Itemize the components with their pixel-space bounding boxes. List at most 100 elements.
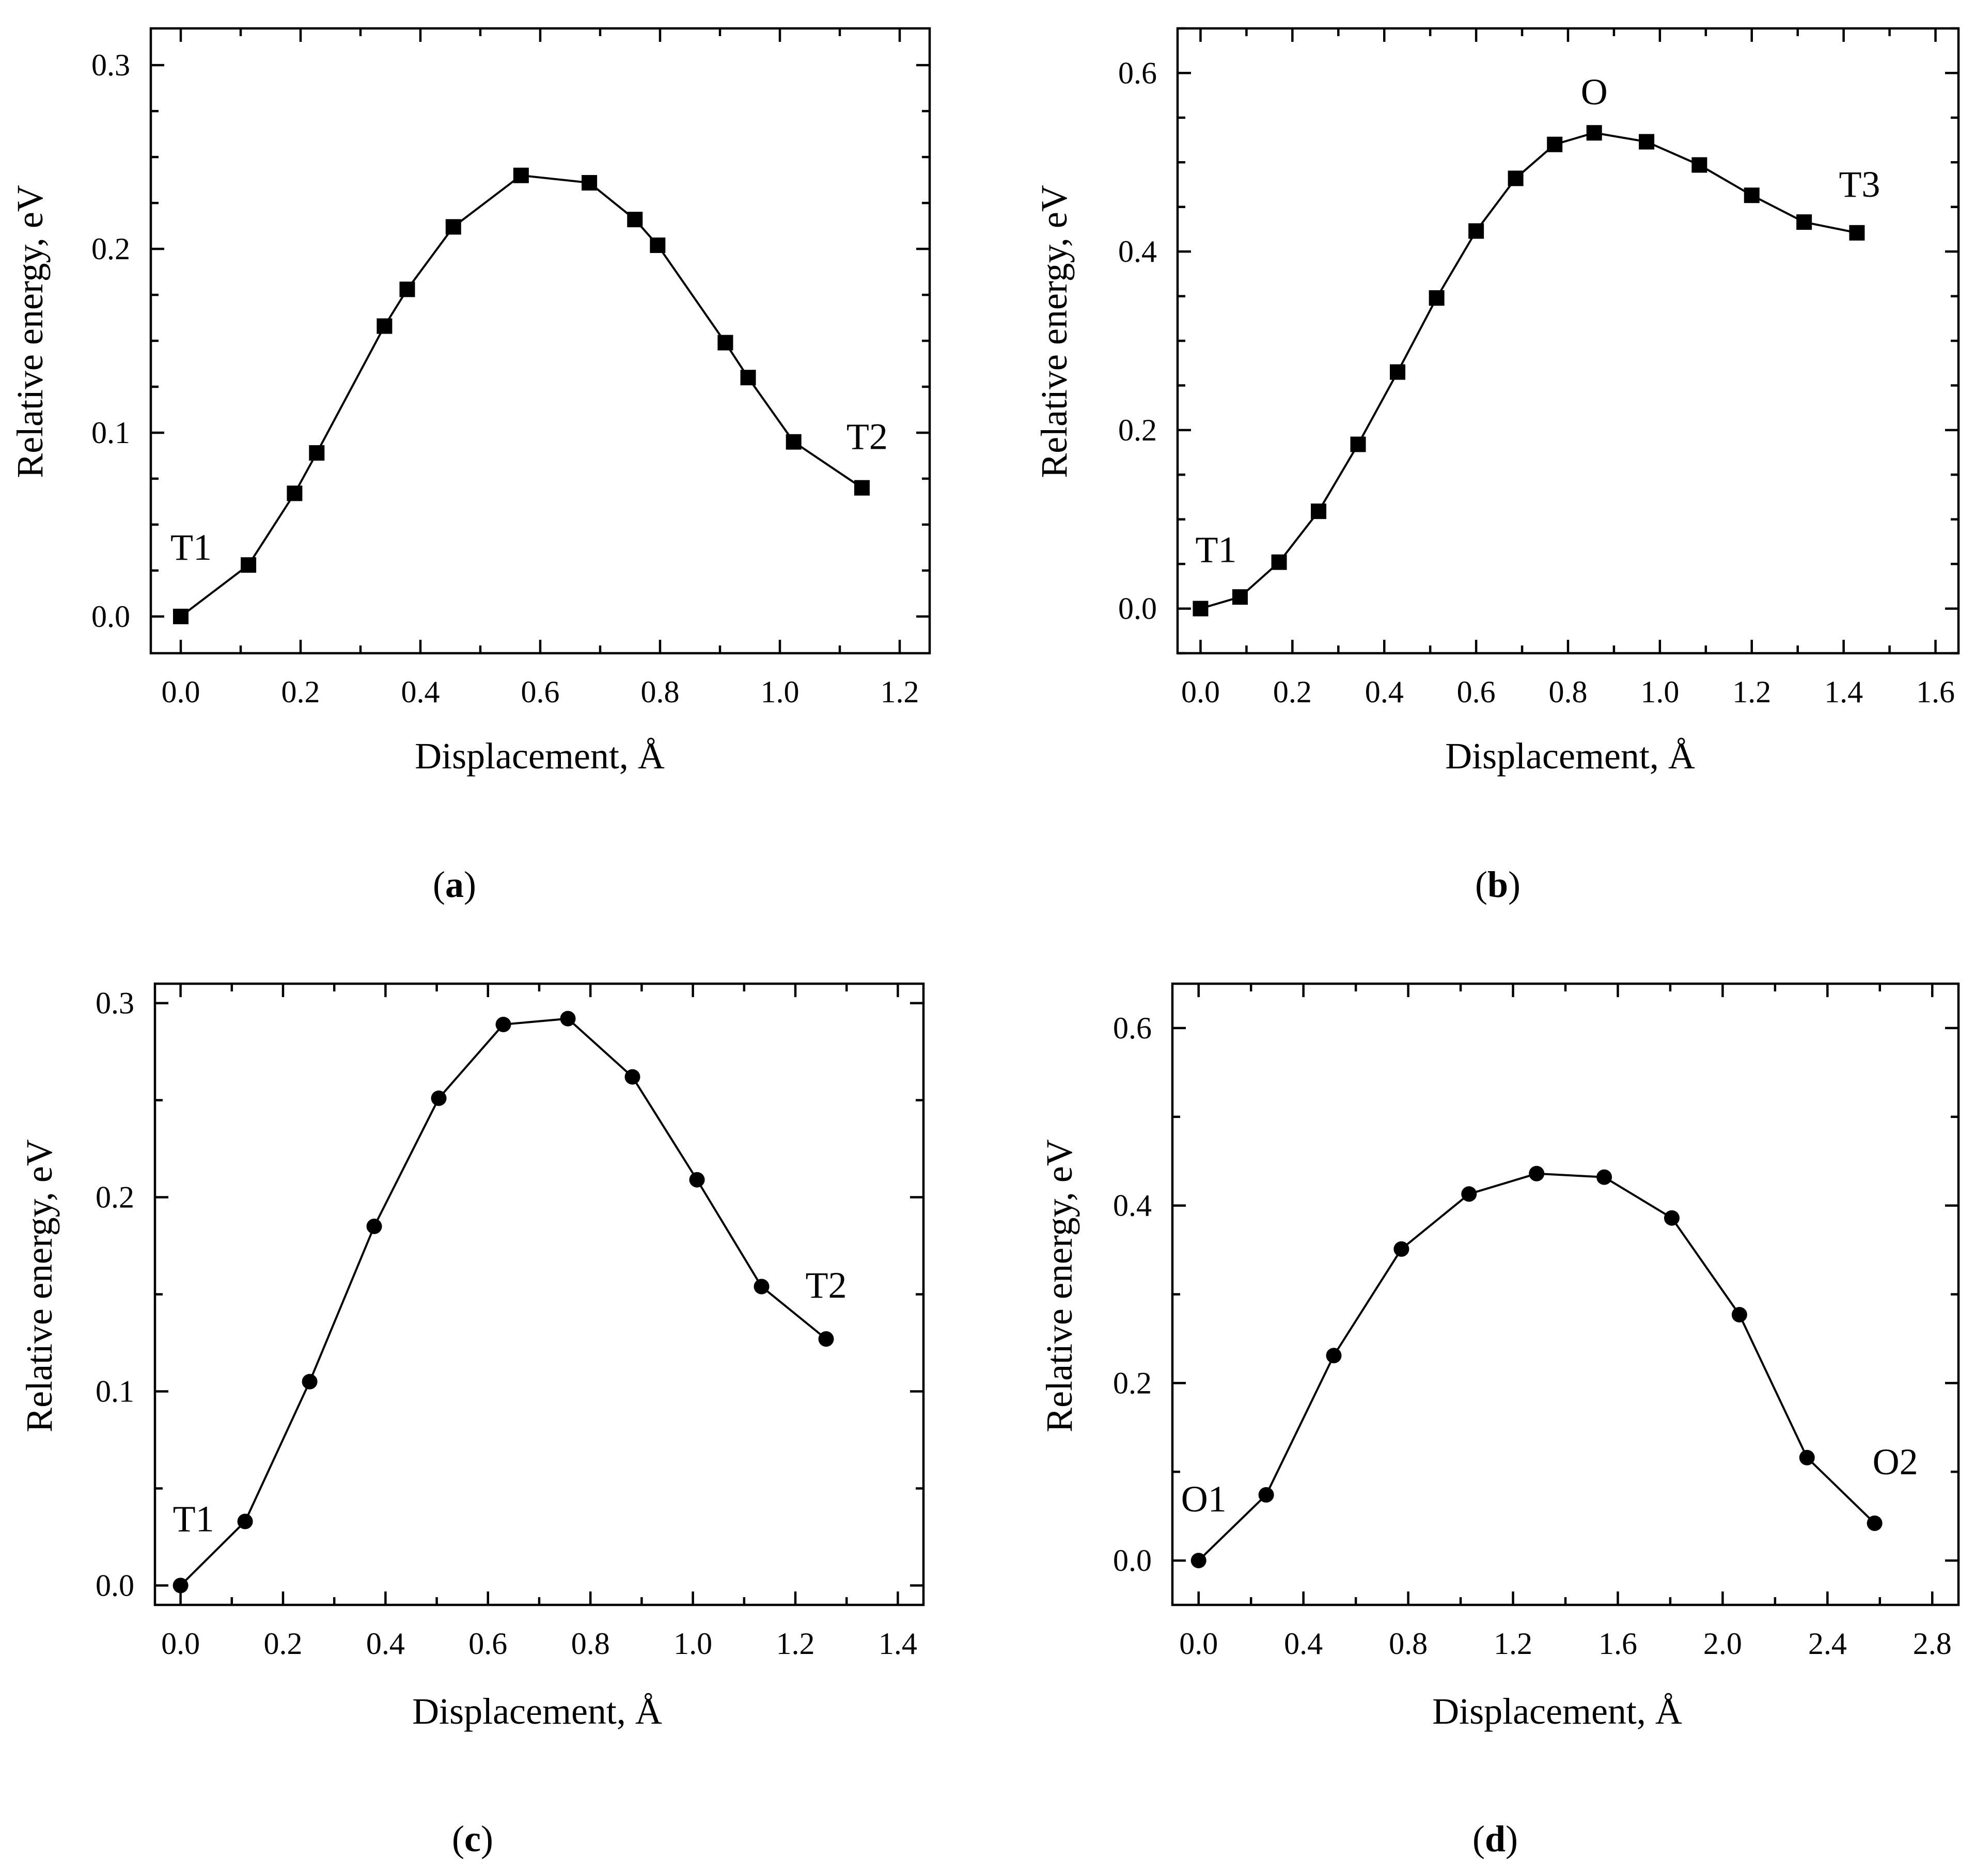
- data-point-b: [1468, 223, 1484, 239]
- data-point-b: [1232, 589, 1248, 605]
- x-tick-label-a: 0.0: [162, 675, 200, 709]
- data-point-b: [1744, 187, 1760, 203]
- x-tick-label-b: 1.0: [1640, 675, 1679, 709]
- data-point-b: [1586, 125, 1602, 141]
- data-point-b: [1311, 503, 1327, 519]
- x-tick-label-c: 0.2: [264, 1627, 303, 1661]
- data-point-b: [1691, 157, 1707, 173]
- data-point-a: [854, 480, 870, 496]
- x-tick-label-c: 0.4: [366, 1627, 405, 1661]
- plot-area-d: 0.0 0.4 0.8 1.2 1.6 2.0 2.4 2.8 0.0 0.2 0.4 0.6 O1 O2: [1113, 982, 1960, 1661]
- y-tick-label-c: 0.0: [96, 1568, 134, 1602]
- data-point-d: [1190, 1553, 1206, 1569]
- x-tick-label-b: 0.8: [1549, 675, 1588, 709]
- data-point-b: [1271, 554, 1287, 570]
- data-point-d: [1867, 1515, 1883, 1531]
- point-annotation-d: O1: [1181, 1478, 1227, 1520]
- panel-a: 0.0 0.2 0.4 0.6 0.8 1.0 1.2 0.0 0.1 0.2 0.3 T1 T2 Di…: [9, 27, 931, 905]
- data-point-b: [1429, 290, 1445, 306]
- data-point-b: [1849, 225, 1865, 241]
- data-point-b: [1547, 136, 1563, 152]
- x-tick-label-c: 1.0: [673, 1627, 712, 1661]
- y-tick-label-d: 0.6: [1113, 1011, 1152, 1045]
- point-annotation-c: T2: [806, 1265, 847, 1306]
- data-point-c: [818, 1331, 834, 1347]
- point-annotation-c: T1: [173, 1498, 214, 1539]
- y-tick-label-b: 0.4: [1118, 234, 1157, 269]
- point-annotation-d: O2: [1873, 1441, 1918, 1483]
- data-point-a: [650, 237, 666, 253]
- data-point-b: [1639, 134, 1655, 150]
- series-line-b: [1200, 132, 1857, 610]
- data-point-d: [1258, 1487, 1274, 1503]
- y-tick-label-b: 0.2: [1118, 413, 1157, 447]
- data-point-c: [431, 1090, 447, 1106]
- data-point-a: [786, 434, 802, 450]
- x-tick-label-d: 0.4: [1284, 1627, 1323, 1661]
- x-tick-label-d: 1.2: [1494, 1627, 1532, 1661]
- data-point-a: [399, 281, 415, 297]
- data-point-b: [1796, 214, 1812, 230]
- panel-label-d: (d): [1472, 1818, 1518, 1859]
- data-point-c: [754, 1279, 770, 1295]
- data-point-b: [1508, 170, 1524, 186]
- data-point-d: [1664, 1210, 1680, 1226]
- x-tick-label-c: 0.6: [468, 1627, 507, 1661]
- data-point-a: [309, 445, 325, 461]
- data-point-d: [1596, 1169, 1612, 1185]
- y-axis-title-a: Relative energy, eV: [9, 185, 51, 478]
- data-point-a: [173, 608, 189, 624]
- data-point-d: [1393, 1241, 1409, 1257]
- data-point-c: [495, 1016, 511, 1032]
- y-tick-label-d: 0.0: [1113, 1543, 1152, 1578]
- x-tick-label-a: 0.2: [281, 675, 320, 709]
- x-axis-title-b: Displacement, Å: [1445, 735, 1695, 777]
- point-annotation-b: T1: [1195, 529, 1236, 571]
- data-point-c: [173, 1578, 189, 1594]
- x-tick-label-c: 1.2: [776, 1627, 815, 1661]
- data-point-a: [241, 557, 257, 573]
- data-point-c: [237, 1514, 253, 1530]
- x-tick-label-d: 2.0: [1703, 1627, 1742, 1661]
- data-point-c: [689, 1172, 705, 1188]
- y-axis-title-d: Relative energy, eV: [1039, 1139, 1080, 1432]
- x-tick-label-a: 0.4: [401, 675, 440, 709]
- y-tick-label-a: 0.2: [91, 232, 130, 266]
- data-point-d: [1326, 1348, 1342, 1364]
- data-point-a: [627, 212, 643, 228]
- data-point-c: [560, 1011, 576, 1027]
- y-tick-label-c: 0.3: [96, 986, 134, 1020]
- x-tick-label-b: 0.4: [1365, 675, 1404, 709]
- data-point-d: [1799, 1449, 1815, 1465]
- x-axis-title-c: Displacement, Å: [412, 1691, 662, 1732]
- y-tick-label-a: 0.0: [91, 600, 130, 634]
- panel-d: 0.0 0.4 0.8 1.2 1.6 2.0 2.4 2.8 0.0 0.2 0.4 0.6 O1 O2…: [1039, 982, 1960, 1859]
- x-axis-title-d: Displacement, Å: [1432, 1691, 1682, 1732]
- data-point-b: [1193, 601, 1209, 617]
- data-point-b: [1390, 364, 1406, 380]
- x-tick-label-d: 0.8: [1389, 1627, 1428, 1661]
- data-point-d: [1731, 1307, 1747, 1323]
- y-tick-label-c: 0.2: [96, 1180, 134, 1215]
- x-tick-label-b: 1.4: [1824, 675, 1863, 709]
- point-annotation-b: O: [1581, 71, 1608, 113]
- data-point-a: [445, 219, 461, 235]
- y-tick-label-d: 0.4: [1113, 1189, 1152, 1223]
- data-point-a: [513, 167, 529, 183]
- x-tick-label-d: 1.6: [1598, 1627, 1637, 1661]
- y-axis-title-b: Relative energy, eV: [1033, 185, 1075, 478]
- data-point-c: [366, 1218, 382, 1234]
- x-tick-label-b: 1.2: [1732, 675, 1771, 709]
- data-point-a: [740, 370, 756, 386]
- x-tick-label-b: 0.0: [1181, 675, 1220, 709]
- panel-c: 0.0 0.2 0.4 0.6 0.8 1.0 1.2 1.4 0.0 0.1 0.2 0.3 T1 T2…: [19, 982, 925, 1859]
- y-tick-label-b: 0.0: [1118, 592, 1157, 626]
- plot-area-b: 0.0 0.2 0.4 0.6 0.8 1.0 1.2 1.4 1.6 0.0 0.2 0.4 0.6 T…: [1118, 27, 1960, 709]
- y-tick-label-a: 0.1: [91, 416, 130, 450]
- panel-label-c: (c): [452, 1818, 493, 1859]
- data-point-a: [582, 175, 598, 191]
- x-tick-label-d: 0.0: [1179, 1627, 1218, 1661]
- x-tick-label-d: 2.8: [1913, 1627, 1952, 1661]
